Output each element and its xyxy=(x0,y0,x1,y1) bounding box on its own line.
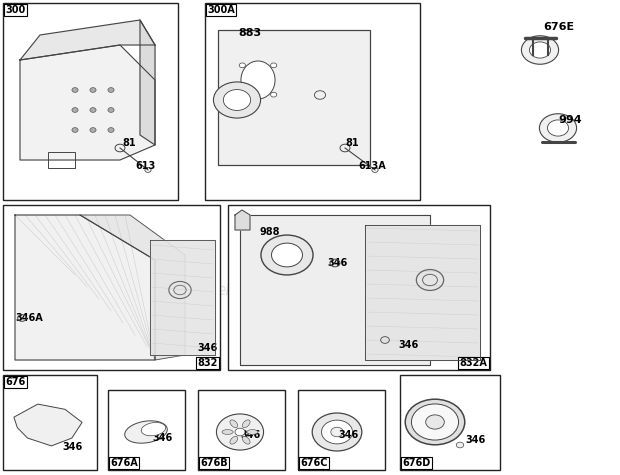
Text: 346: 346 xyxy=(327,258,347,268)
Text: 81: 81 xyxy=(345,138,358,148)
Text: 832A: 832A xyxy=(459,358,487,368)
Circle shape xyxy=(539,114,577,142)
Bar xyxy=(218,30,370,165)
Circle shape xyxy=(90,128,96,133)
Circle shape xyxy=(90,87,96,92)
Circle shape xyxy=(108,87,114,92)
Text: 988: 988 xyxy=(260,227,280,237)
Polygon shape xyxy=(365,225,480,360)
Polygon shape xyxy=(80,215,185,360)
Polygon shape xyxy=(240,215,430,365)
Circle shape xyxy=(216,414,264,450)
Text: 300: 300 xyxy=(6,5,26,15)
Ellipse shape xyxy=(141,422,166,436)
Text: 346: 346 xyxy=(240,430,260,440)
Polygon shape xyxy=(15,215,155,360)
Circle shape xyxy=(213,82,260,118)
Circle shape xyxy=(90,108,96,113)
Text: 676B: 676B xyxy=(200,458,228,468)
Bar xyxy=(3,3,178,200)
Circle shape xyxy=(72,128,78,133)
Circle shape xyxy=(72,108,78,113)
Polygon shape xyxy=(140,20,155,145)
Bar xyxy=(400,375,500,470)
Polygon shape xyxy=(14,404,82,446)
Circle shape xyxy=(239,92,246,97)
Text: 883: 883 xyxy=(238,28,261,38)
Ellipse shape xyxy=(247,429,258,434)
Text: 81: 81 xyxy=(122,138,136,148)
Ellipse shape xyxy=(241,61,275,99)
Text: 346: 346 xyxy=(152,433,172,443)
Circle shape xyxy=(270,63,277,68)
Text: 613A: 613A xyxy=(358,161,386,171)
Text: 346: 346 xyxy=(338,430,358,440)
Bar xyxy=(48,152,75,168)
Text: 676C: 676C xyxy=(301,458,328,468)
Text: 346: 346 xyxy=(398,340,419,350)
Text: 346: 346 xyxy=(62,442,82,452)
Ellipse shape xyxy=(230,49,286,111)
Circle shape xyxy=(312,413,362,451)
Text: 676A: 676A xyxy=(110,458,138,468)
Text: 676: 676 xyxy=(6,377,26,387)
Bar xyxy=(298,390,385,470)
Circle shape xyxy=(239,63,246,68)
Text: eReplacementParts.com: eReplacementParts.com xyxy=(216,283,404,297)
Circle shape xyxy=(272,243,303,267)
Text: 346A: 346A xyxy=(15,313,43,323)
Circle shape xyxy=(547,120,569,136)
Text: 346: 346 xyxy=(465,435,485,445)
Ellipse shape xyxy=(230,437,237,444)
Polygon shape xyxy=(150,240,215,355)
Text: 676E: 676E xyxy=(543,22,574,32)
Ellipse shape xyxy=(222,429,233,434)
Text: 676D: 676D xyxy=(402,458,431,468)
Circle shape xyxy=(331,427,343,437)
Text: 994: 994 xyxy=(558,115,582,125)
Polygon shape xyxy=(235,210,250,230)
Circle shape xyxy=(322,420,353,444)
Circle shape xyxy=(223,90,250,111)
Text: 613: 613 xyxy=(135,161,155,171)
Ellipse shape xyxy=(242,437,250,444)
Text: 832: 832 xyxy=(197,358,218,368)
Text: 300A: 300A xyxy=(208,5,235,15)
Circle shape xyxy=(108,128,114,133)
Bar xyxy=(228,205,490,370)
Circle shape xyxy=(261,235,313,275)
Bar xyxy=(198,390,285,470)
Circle shape xyxy=(529,42,551,58)
Bar xyxy=(205,3,420,200)
Circle shape xyxy=(405,399,465,445)
Ellipse shape xyxy=(242,420,250,428)
Circle shape xyxy=(456,442,464,448)
Circle shape xyxy=(521,36,559,64)
Bar xyxy=(108,390,185,470)
Polygon shape xyxy=(20,45,155,160)
Polygon shape xyxy=(20,20,155,60)
Circle shape xyxy=(412,404,459,440)
Circle shape xyxy=(72,87,78,92)
Bar xyxy=(3,375,97,470)
Ellipse shape xyxy=(125,421,167,443)
Circle shape xyxy=(235,428,245,436)
Ellipse shape xyxy=(230,420,237,428)
Circle shape xyxy=(270,92,277,97)
Bar xyxy=(3,205,220,370)
Circle shape xyxy=(426,415,445,429)
Text: 346: 346 xyxy=(197,343,217,353)
Circle shape xyxy=(108,108,114,113)
